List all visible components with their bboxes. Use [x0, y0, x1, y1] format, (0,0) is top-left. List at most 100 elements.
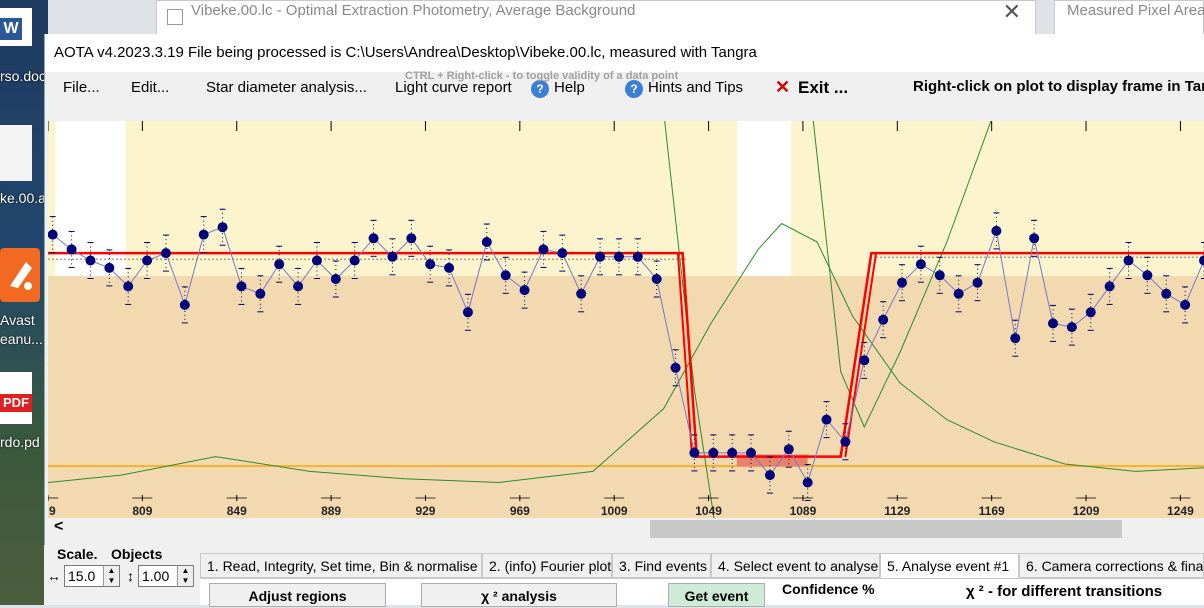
desktop-icon-label[interactable]: rso.doc: [0, 68, 46, 84]
data-point: [1029, 233, 1040, 244]
menu-help[interactable]: Help: [554, 79, 585, 96]
data-point: [746, 447, 757, 458]
data-point: [311, 255, 322, 266]
menu-bar: File... Edit... Star diameter analysis..…: [45, 72, 1204, 106]
background-window-pixel-areas[interactable]: Measured Pixel Areas: [1054, 0, 1204, 36]
tab-camera-corrections[interactable]: 6. Camera corrections & final ti: [1019, 553, 1204, 578]
data-point: [1010, 333, 1021, 344]
x-tick-label: 1249: [1167, 504, 1194, 518]
ctrl-right-click-hint: CTRL + Right-click - to toggle validity …: [405, 70, 679, 82]
tab-read-integrity[interactable]: 1. Read, Integrity, Set time, Bin & norm…: [200, 553, 482, 578]
x-tick-label: 9: [49, 504, 56, 518]
scrollbar-thumb[interactable]: [650, 520, 1122, 538]
data-point: [821, 414, 832, 425]
data-point: [274, 259, 285, 270]
analysis-tabs: 1. Read, Integrity, Set time, Bin & norm…: [200, 553, 1204, 578]
file-icon[interactable]: [0, 125, 32, 181]
data-point: [1123, 255, 1134, 266]
data-point: [1161, 288, 1172, 299]
desktop-icon-label[interactable]: Avast: [0, 312, 35, 328]
x-tick-label: 849: [227, 504, 247, 518]
avast-icon[interactable]: [0, 248, 40, 302]
background-window-photometry[interactable]: Vibeke.00.lc - Optimal Extraction Photom…: [156, 0, 1036, 36]
upper-region: [48, 121, 1204, 277]
x-tick-label: 969: [510, 504, 530, 518]
green-diagnostic-curve: [812, 121, 992, 429]
data-point: [632, 251, 643, 262]
data-point: [897, 277, 908, 288]
data-point: [330, 274, 341, 284]
x-tick-label: 889: [321, 504, 341, 518]
vertical-arrows-icon: ↕: [127, 568, 134, 584]
horizontal-arrows-icon: ↔: [47, 568, 61, 584]
data-point: [991, 225, 1002, 236]
rocket-icon: [10, 262, 32, 290]
x-tick-label: 1009: [601, 504, 628, 518]
word-doc-icon[interactable]: W: [0, 8, 32, 46]
menu-light-curve-report[interactable]: Light curve report: [395, 79, 512, 96]
scale-label: Scale.: [57, 546, 98, 562]
get-event-button[interactable]: Get event: [668, 583, 765, 607]
data-point: [293, 281, 304, 292]
menu-hints[interactable]: Hints and Tips: [648, 79, 744, 96]
hints-icon: ?: [625, 80, 643, 98]
horizontal-scale-input[interactable]: 15.0 ▲ ▼: [64, 565, 120, 587]
data-point: [840, 436, 851, 447]
plot-horizontal-scrollbar[interactable]: <: [48, 518, 1204, 540]
pdf-icon[interactable]: PDF: [0, 372, 32, 424]
x-tick-label: 929: [415, 504, 435, 518]
data-point: [217, 222, 228, 233]
spinner-arrows-icon[interactable]: ▲ ▼: [103, 566, 119, 586]
background-window-title: Vibeke.00.lc - Optimal Extraction Photom…: [191, 2, 636, 19]
data-point: [1048, 318, 1059, 329]
close-icon[interactable]: ✕: [1002, 0, 1021, 24]
menu-exit[interactable]: Exit ...: [798, 78, 849, 97]
data-point: [85, 255, 96, 266]
data-point: [595, 251, 606, 262]
objects-label: Objects: [111, 546, 163, 562]
light-curve-plot[interactable]: 9 809 849 889 929 969 1009 1049 1089 1129 1169 1209…: [48, 121, 1204, 518]
menu-edit[interactable]: Edit...: [131, 79, 170, 96]
data-point: [1142, 270, 1153, 281]
data-point: [66, 244, 77, 255]
horizontal-scale-value: 15.0: [68, 568, 96, 584]
data-point: [368, 233, 379, 244]
vertical-scale-input[interactable]: 1.00 ▲ ▼: [138, 565, 194, 587]
x-tick-label: 1169: [979, 504, 1005, 518]
data-point: [878, 314, 889, 325]
data-point: [1085, 307, 1096, 318]
data-point: [802, 477, 813, 488]
exit-icon: ✕: [775, 77, 791, 97]
data-point: [500, 270, 511, 281]
fit-edge-line: [844, 252, 878, 457]
data-point: [444, 262, 455, 273]
menu-star-diameter[interactable]: Star diameter analysis...: [206, 79, 367, 96]
adjust-regions-button[interactable]: Adjust regions: [209, 583, 386, 607]
data-point: [708, 447, 719, 458]
menu-file[interactable]: File...: [63, 79, 100, 96]
x-tick-label: 809: [132, 504, 152, 518]
x-tick-label: 1049: [695, 504, 722, 518]
desktop-icon-label[interactable]: eanu...: [0, 331, 43, 347]
tab-select-event[interactable]: 4. Select event to analyse: [711, 553, 880, 578]
scale-panel: Scale. Objects ↔ 15.0 ▲ ▼ ↕ 1.00 ▲ ▼: [44, 545, 200, 605]
tab-find-events[interactable]: 3. Find events: [612, 553, 711, 578]
data-point: [255, 288, 266, 299]
data-point: [538, 244, 549, 255]
desktop-icon-label[interactable]: rdo.pd: [0, 434, 40, 450]
fit-line: [48, 251, 1204, 458]
light-curve-chart[interactable]: 9 809 849 889 929 969 1009 1049 1089 1129 1169 1209…: [48, 121, 1204, 518]
data-point: [387, 251, 398, 262]
green-diagnostic-curve: [664, 121, 715, 518]
spinner-arrows-icon[interactable]: ▲ ▼: [177, 566, 193, 586]
chi-analysis-button[interactable]: χ ² analysis: [421, 583, 617, 607]
green-diagnostic-curve: [48, 222, 1204, 484]
tab-fourier-plot[interactable]: 2. (info) Fourier plot: [482, 553, 612, 578]
data-point: [727, 447, 738, 458]
data-point: [651, 274, 662, 284]
data-point: [859, 355, 870, 366]
scroll-left-arrow[interactable]: <: [54, 518, 64, 535]
data-point: [934, 270, 945, 281]
tab-analyse-event[interactable]: 5. Analyse event #1: [880, 553, 1019, 578]
desktop-icon-label[interactable]: ke.00.a: [0, 190, 46, 206]
